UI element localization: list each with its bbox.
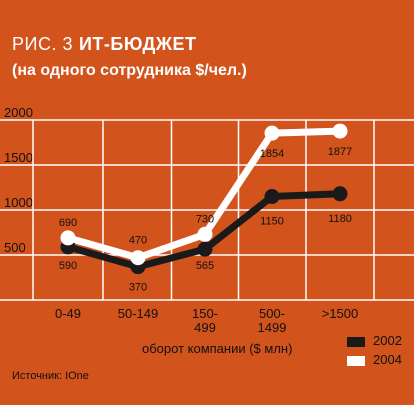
- data-label-2002-4: 1180: [328, 213, 352, 225]
- data-label-2002-3: 1150: [260, 216, 284, 228]
- x-axis-label: оборот компании ($ млн): [142, 341, 293, 356]
- legend-swatch-2002: [347, 336, 365, 347]
- data-label-2002-0: 590: [59, 260, 77, 272]
- x-tick-label-2-line-0: 150-: [192, 306, 218, 321]
- x-tick-label-2-line-1: 499: [194, 320, 216, 335]
- data-label-2002-1: 370: [129, 282, 147, 294]
- figure-title: РИС. 3 ИТ-БЮДЖЕТ: [12, 34, 197, 55]
- data-point-2002-4: [332, 186, 348, 202]
- data-point-2004-3: [264, 125, 280, 141]
- data-label-2002-2: 565: [196, 260, 214, 272]
- data-label-2004-4: 1877: [328, 146, 352, 158]
- x-tick-label-4: >1500: [322, 306, 359, 321]
- chart-title: ИТ-БЮДЖЕТ: [78, 34, 197, 54]
- figure-number: РИС. 3: [12, 34, 73, 54]
- data-point-2002-2: [197, 241, 213, 257]
- data-point-2004-4: [332, 123, 348, 139]
- x-tick-label-3-line-0: 500-: [259, 306, 285, 321]
- x-tick-label-3-line-1: 1499: [258, 320, 287, 335]
- x-tick-label-0: 0-49: [55, 306, 81, 321]
- y-tick-label-2000: 2000: [4, 105, 33, 120]
- data-label-2004-1: 470: [129, 235, 147, 247]
- legend-swatch-2004: [347, 355, 365, 366]
- data-point-2004-2: [197, 226, 213, 242]
- data-label-2004-3: 1854: [260, 148, 284, 160]
- legend-label-2004: 2004: [373, 352, 402, 367]
- chart-subtitle: (на одного сотрудника $/чел.): [12, 62, 247, 79]
- y-tick-label-1500: 1500: [4, 150, 33, 165]
- data-point-2002-3: [264, 189, 280, 204]
- source-note: Источник: IOne: [12, 370, 89, 382]
- x-tick-label-1: 50-149: [118, 306, 158, 321]
- legend-item-2004: 2004: [347, 352, 402, 367]
- y-tick-label-1000: 1000: [4, 195, 33, 210]
- data-point-2004-1: [130, 250, 146, 266]
- legend-item-2002: 2002: [347, 333, 402, 348]
- data-point-2004-0: [60, 230, 76, 246]
- y-tick-label-500: 500: [4, 240, 26, 255]
- data-label-2004-2: 730: [196, 213, 214, 225]
- legend-label-2002: 2002: [373, 333, 402, 348]
- data-label-2004-0: 690: [59, 217, 77, 229]
